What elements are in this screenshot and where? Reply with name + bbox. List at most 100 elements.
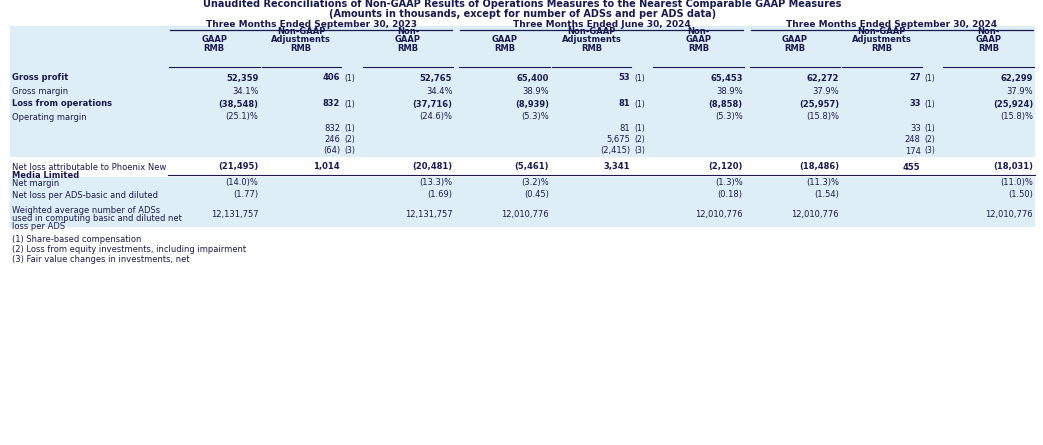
- Text: 12,010,776: 12,010,776: [502, 210, 549, 218]
- Text: 62,272: 62,272: [806, 73, 840, 82]
- Text: RMB: RMB: [203, 44, 225, 53]
- Text: Non-: Non-: [397, 27, 419, 36]
- Text: RMB: RMB: [494, 44, 515, 53]
- Text: Three Months Ended September 30, 2023: Three Months Ended September 30, 2023: [205, 20, 416, 29]
- Text: 38.9%: 38.9%: [717, 86, 743, 96]
- Text: (2,120): (2,120): [708, 162, 743, 171]
- Text: (1): (1): [344, 100, 355, 109]
- Text: Three Months Ended June 30, 2024: Three Months Ended June 30, 2024: [512, 20, 690, 29]
- Text: RMB: RMB: [581, 44, 602, 53]
- Text: 38.9%: 38.9%: [523, 86, 549, 96]
- Text: RMB: RMB: [397, 44, 418, 53]
- Text: (25,924): (25,924): [993, 100, 1033, 109]
- Text: (1): (1): [634, 124, 645, 133]
- Text: (21,495): (21,495): [218, 162, 259, 171]
- Text: (1): (1): [344, 73, 355, 82]
- Text: (3): (3): [634, 146, 646, 155]
- Text: Unaudited Reconciliations of Non-GAAP Results of Operations Measures to the Near: Unaudited Reconciliations of Non-GAAP Re…: [203, 0, 842, 9]
- Text: (2): (2): [925, 135, 936, 144]
- Text: 3,341: 3,341: [604, 162, 630, 171]
- Text: (1): (1): [925, 124, 936, 133]
- Text: 455: 455: [903, 162, 921, 171]
- Text: (1): (1): [634, 73, 645, 82]
- Bar: [10, 189, 1035, 201]
- Text: Gross profit: Gross profit: [13, 73, 69, 82]
- Text: (1.69): (1.69): [428, 190, 453, 199]
- Text: GAAP: GAAP: [395, 35, 421, 44]
- Text: (24.6)%: (24.6)%: [419, 113, 453, 121]
- Text: 12,131,757: 12,131,757: [211, 210, 259, 218]
- Text: (2) Loss from equity investments, including impairment: (2) Loss from equity investments, includ…: [13, 245, 246, 254]
- Text: 174: 174: [904, 146, 921, 155]
- Text: (38,548): (38,548): [218, 100, 259, 109]
- Text: Net loss per ADS-basic and diluted: Net loss per ADS-basic and diluted: [13, 190, 157, 199]
- Text: 406: 406: [322, 73, 340, 82]
- Text: 37.9%: 37.9%: [1006, 86, 1033, 96]
- Bar: [10, 134, 1035, 145]
- Text: (3) Fair value changes in investments, net: (3) Fair value changes in investments, n…: [13, 255, 190, 264]
- Text: Gross margin: Gross margin: [13, 86, 68, 96]
- Text: Non-GAAP: Non-GAAP: [857, 27, 906, 36]
- Bar: [10, 26, 1035, 71]
- Text: 52,765: 52,765: [420, 73, 453, 82]
- Text: (3.2)%: (3.2)%: [522, 178, 549, 187]
- Text: Non-: Non-: [687, 27, 709, 36]
- Bar: [10, 157, 1035, 177]
- Text: 65,400: 65,400: [516, 73, 549, 82]
- Text: (1): (1): [925, 73, 936, 82]
- Text: 33: 33: [909, 100, 921, 109]
- Text: (18,486): (18,486): [799, 162, 840, 171]
- Text: (3): (3): [925, 146, 936, 155]
- Text: RMB: RMB: [871, 44, 893, 53]
- Text: Non-GAAP: Non-GAAP: [277, 27, 325, 36]
- Text: (2): (2): [344, 135, 355, 144]
- Text: (25,957): (25,957): [799, 100, 840, 109]
- Text: 12,010,776: 12,010,776: [792, 210, 840, 218]
- Text: 34.1%: 34.1%: [232, 86, 259, 96]
- Text: Operating margin: Operating margin: [13, 113, 87, 121]
- Text: (5.3)%: (5.3)%: [714, 113, 743, 121]
- Text: 33: 33: [909, 124, 921, 133]
- Bar: [10, 71, 1035, 85]
- Bar: [10, 111, 1035, 123]
- Text: (15.8)%: (15.8)%: [806, 113, 840, 121]
- Text: (3): (3): [344, 146, 355, 155]
- Text: RMB: RMB: [291, 44, 312, 53]
- Text: (8,858): (8,858): [708, 100, 743, 109]
- Text: RMB: RMB: [784, 44, 805, 53]
- Text: 5,675: 5,675: [606, 135, 630, 144]
- Text: (1.77): (1.77): [234, 190, 259, 199]
- Text: 34.4%: 34.4%: [426, 86, 453, 96]
- Text: 12,010,776: 12,010,776: [695, 210, 743, 218]
- Bar: [10, 177, 1035, 189]
- Text: (1): (1): [634, 100, 645, 109]
- Text: Adjustments: Adjustments: [271, 35, 332, 44]
- Text: Non-GAAP: Non-GAAP: [567, 27, 615, 36]
- Text: Media Limited: Media Limited: [13, 171, 79, 180]
- Bar: [10, 201, 1035, 227]
- Bar: [10, 27, 1035, 69]
- Text: (20,481): (20,481): [412, 162, 453, 171]
- Text: (5,461): (5,461): [514, 162, 549, 171]
- Text: (37,716): (37,716): [412, 100, 453, 109]
- Text: Weighted average number of ADSs: Weighted average number of ADSs: [13, 206, 161, 215]
- Text: Net loss attributable to Phoenix New: Net loss attributable to Phoenix New: [13, 163, 167, 172]
- Text: Three Months Ended September 30, 2024: Three Months Ended September 30, 2024: [786, 20, 997, 29]
- Bar: [10, 145, 1035, 157]
- Text: RMB: RMB: [978, 44, 999, 53]
- Text: 62,299: 62,299: [1000, 73, 1033, 82]
- Text: 246: 246: [324, 135, 340, 144]
- Text: Non-: Non-: [977, 27, 1000, 36]
- Text: (25.1)%: (25.1)%: [225, 113, 259, 121]
- Text: 37.9%: 37.9%: [812, 86, 840, 96]
- Text: (0.18): (0.18): [718, 190, 743, 199]
- Text: (2,415): (2,415): [600, 146, 630, 155]
- Text: (2): (2): [634, 135, 645, 144]
- Text: Net margin: Net margin: [13, 178, 59, 187]
- Text: GAAP: GAAP: [491, 35, 517, 44]
- Text: used in computing basic and diluted net: used in computing basic and diluted net: [13, 214, 181, 223]
- Text: RMB: RMB: [687, 44, 709, 53]
- Text: 12,131,757: 12,131,757: [405, 210, 453, 218]
- Text: 832: 832: [324, 124, 340, 133]
- Text: Adjustments: Adjustments: [561, 35, 622, 44]
